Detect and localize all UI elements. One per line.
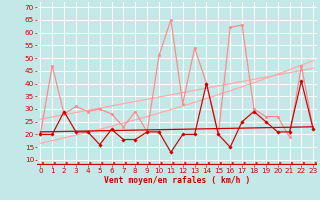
X-axis label: Vent moyen/en rafales ( km/h ): Vent moyen/en rafales ( km/h ) — [104, 176, 250, 185]
